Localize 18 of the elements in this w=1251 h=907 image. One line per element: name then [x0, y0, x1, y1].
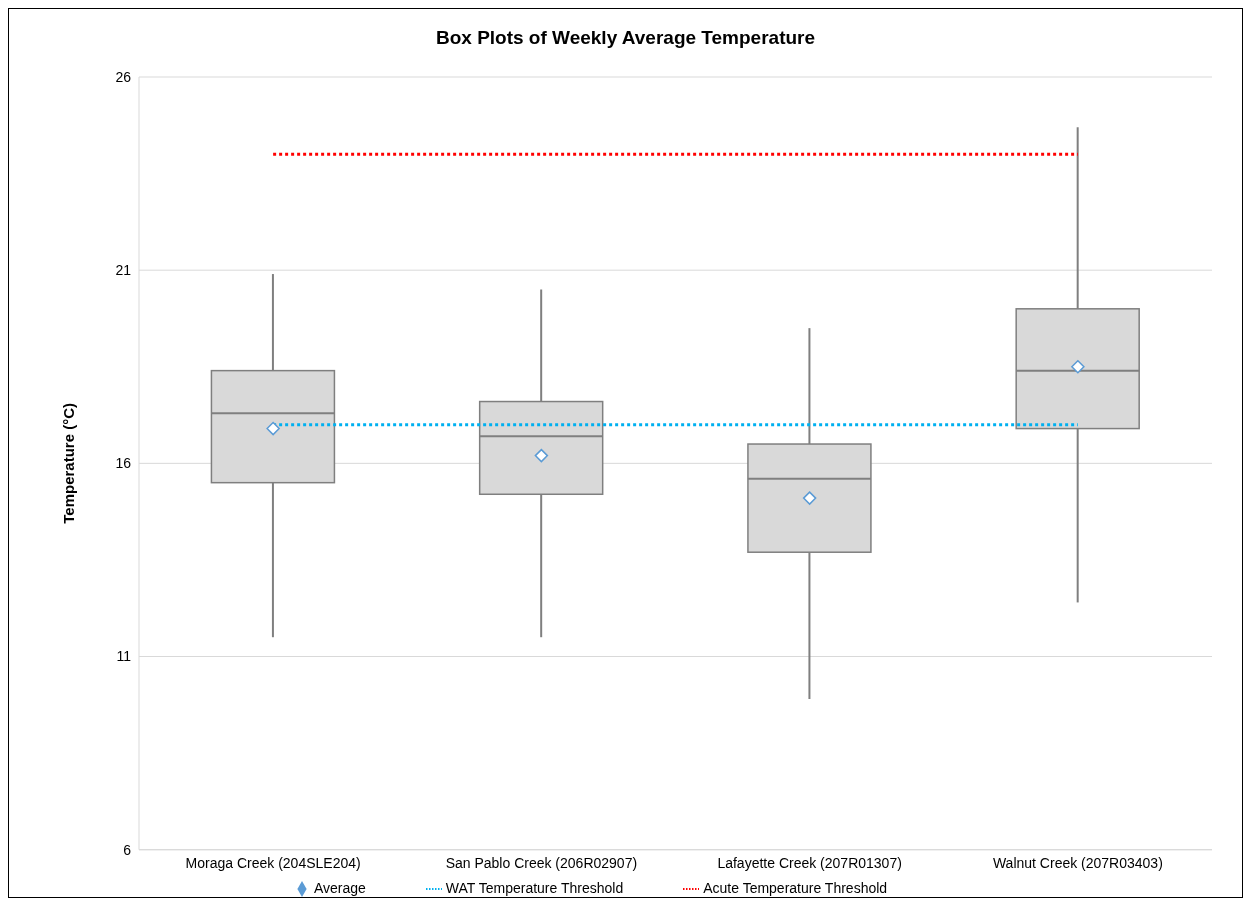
- legend-label: Acute Temperature Threshold: [703, 879, 888, 896]
- x-tick-label: San Pablo Creek (206R02907): [445, 854, 638, 871]
- y-tick-label: 16: [115, 455, 132, 472]
- chart-title: Box Plots of Weekly Average Temperature: [434, 26, 817, 50]
- point: [534, 448, 549, 463]
- y-axis-title: Temperature (°C): [60, 402, 78, 524]
- legend-label: Average: [313, 879, 366, 896]
- y-tick-label: 6: [123, 841, 132, 858]
- point: [1071, 360, 1085, 374]
- x-tick-label: Lafayette Creek (207R01307): [717, 854, 902, 871]
- point: [266, 421, 280, 436]
- y-tick-label: 11: [116, 648, 132, 665]
- point: [802, 491, 817, 505]
- x-tick-label: Moraga Creek (204SLE204): [185, 854, 361, 871]
- legend-label: WAT Temperature Threshold: [445, 879, 624, 896]
- x-tick-label: Walnut Creek (207R03403): [992, 854, 1163, 871]
- y-tick-label: 21: [115, 262, 132, 279]
- y-tick-label: 26: [115, 68, 132, 85]
